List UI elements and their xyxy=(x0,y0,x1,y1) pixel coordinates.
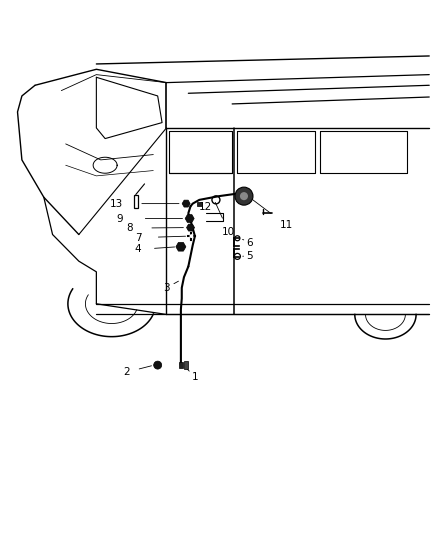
Polygon shape xyxy=(185,215,194,222)
Text: 2: 2 xyxy=(124,367,131,377)
Circle shape xyxy=(240,192,248,200)
Text: 9: 9 xyxy=(116,214,123,223)
Text: 12: 12 xyxy=(198,202,212,212)
Text: 4: 4 xyxy=(134,245,141,254)
Text: 10: 10 xyxy=(222,227,235,237)
Text: 8: 8 xyxy=(126,223,133,233)
FancyBboxPatch shape xyxy=(184,361,188,369)
Text: 7: 7 xyxy=(134,233,141,243)
FancyBboxPatch shape xyxy=(197,202,202,206)
Text: 6: 6 xyxy=(246,238,253,247)
Text: 13: 13 xyxy=(110,199,123,208)
Polygon shape xyxy=(176,243,186,251)
Polygon shape xyxy=(182,200,190,207)
Circle shape xyxy=(190,234,193,238)
FancyBboxPatch shape xyxy=(179,362,183,368)
Text: 5: 5 xyxy=(246,251,253,261)
Circle shape xyxy=(235,187,253,205)
Circle shape xyxy=(154,361,162,369)
Text: 1: 1 xyxy=(191,372,198,382)
Text: 3: 3 xyxy=(163,283,170,293)
Text: 11: 11 xyxy=(280,221,293,230)
Polygon shape xyxy=(187,224,194,231)
